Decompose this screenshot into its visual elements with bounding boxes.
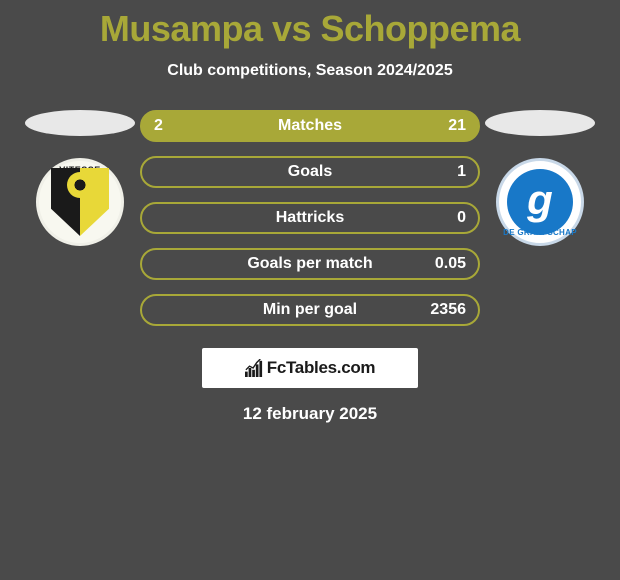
- stat-row-matches: 2 Matches 21: [140, 110, 480, 142]
- stat-label: Goals: [194, 163, 426, 181]
- right-crest-inner: g: [507, 169, 573, 235]
- right-crest-letter: g: [527, 179, 553, 221]
- stat-label: Goals per match: [194, 255, 426, 273]
- stat-row-goals-per-match: Goals per match 0.05: [140, 248, 480, 280]
- stat-right-value: 21: [426, 117, 466, 135]
- stat-label: Matches: [194, 117, 426, 135]
- chart-icon: [245, 359, 263, 377]
- stat-right-value: 1: [426, 163, 466, 181]
- right-team-crest: g DE GRAAFSCHAP: [496, 158, 584, 246]
- right-ellipse: [485, 110, 595, 136]
- stat-label: Min per goal: [194, 301, 426, 319]
- left-crest-shield: [51, 168, 109, 236]
- right-side: g DE GRAAFSCHAP: [480, 110, 600, 246]
- stat-right-value: 2356: [426, 301, 466, 319]
- stat-label: Hattricks: [194, 209, 426, 227]
- stat-row-hattricks: Hattricks 0: [140, 202, 480, 234]
- stat-right-value: 0: [426, 209, 466, 227]
- brand-text: FcTables.com: [267, 358, 376, 378]
- date-text: 12 february 2025: [0, 404, 620, 424]
- stat-row-min-per-goal: Min per goal 2356: [140, 294, 480, 326]
- brand-box: FcTables.com: [202, 348, 418, 388]
- stat-row-goals: Goals 1: [140, 156, 480, 188]
- right-crest-label: DE GRAAFSCHAP: [503, 228, 577, 237]
- stats-list: 2 Matches 21 Goals 1 Hattricks 0 Goals p…: [140, 110, 480, 326]
- left-ellipse: [25, 110, 135, 136]
- stat-right-value: 0.05: [426, 255, 466, 273]
- page-title: Musampa vs Schoppema: [0, 0, 620, 50]
- comparison-container: VITESSE 2 Matches 21 Goals 1 Hattricks 0…: [0, 110, 620, 326]
- left-team-crest: VITESSE: [36, 158, 124, 246]
- left-side: VITESSE: [20, 110, 140, 246]
- subtitle: Club competitions, Season 2024/2025: [0, 62, 620, 80]
- stat-left-value: 2: [154, 117, 194, 135]
